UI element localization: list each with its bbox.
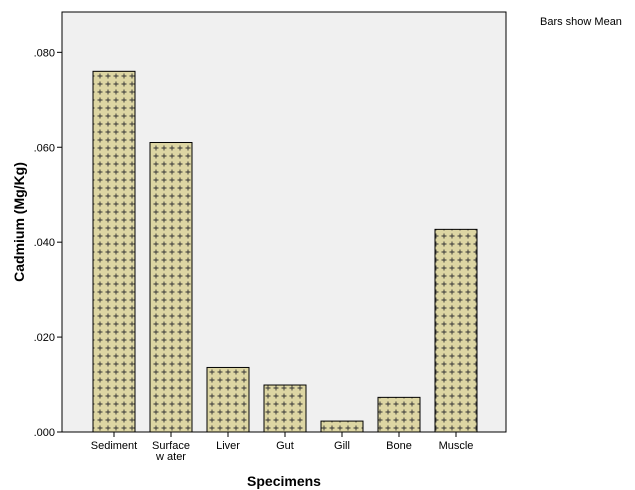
x-axis-title: Specimens <box>247 473 321 489</box>
x-tick-label: Surface <box>152 440 190 452</box>
y-tick-label: .060 <box>34 142 55 154</box>
chart-note: Bars show Mean <box>540 16 622 28</box>
plot-area <box>61 11 507 433</box>
bar-surface-w-ater <box>149 142 193 433</box>
bar-liver <box>206 366 250 433</box>
x-tick-label: Muscle <box>439 440 474 452</box>
x-tick-label: Sediment <box>91 440 137 452</box>
y-tick-label: .000 <box>34 427 55 439</box>
y-axis-title: Cadmium (Mg/Kg) <box>11 162 27 282</box>
bar-sediment <box>92 70 136 433</box>
x-tick-label: Bone <box>386 440 412 452</box>
x-tick-label: Gut <box>276 440 294 452</box>
bar-muscle <box>434 228 478 433</box>
x-tick-label: Gill <box>334 440 350 452</box>
bar-bone <box>377 396 421 433</box>
bar-gill <box>320 420 364 433</box>
y-tick-label: .040 <box>34 237 55 249</box>
y-tick-label: .020 <box>34 332 55 344</box>
y-tick-label: .080 <box>34 47 55 59</box>
x-tick-label: w ater <box>155 451 186 463</box>
bar-gut <box>263 384 307 433</box>
x-tick-label: Liver <box>216 440 240 452</box>
